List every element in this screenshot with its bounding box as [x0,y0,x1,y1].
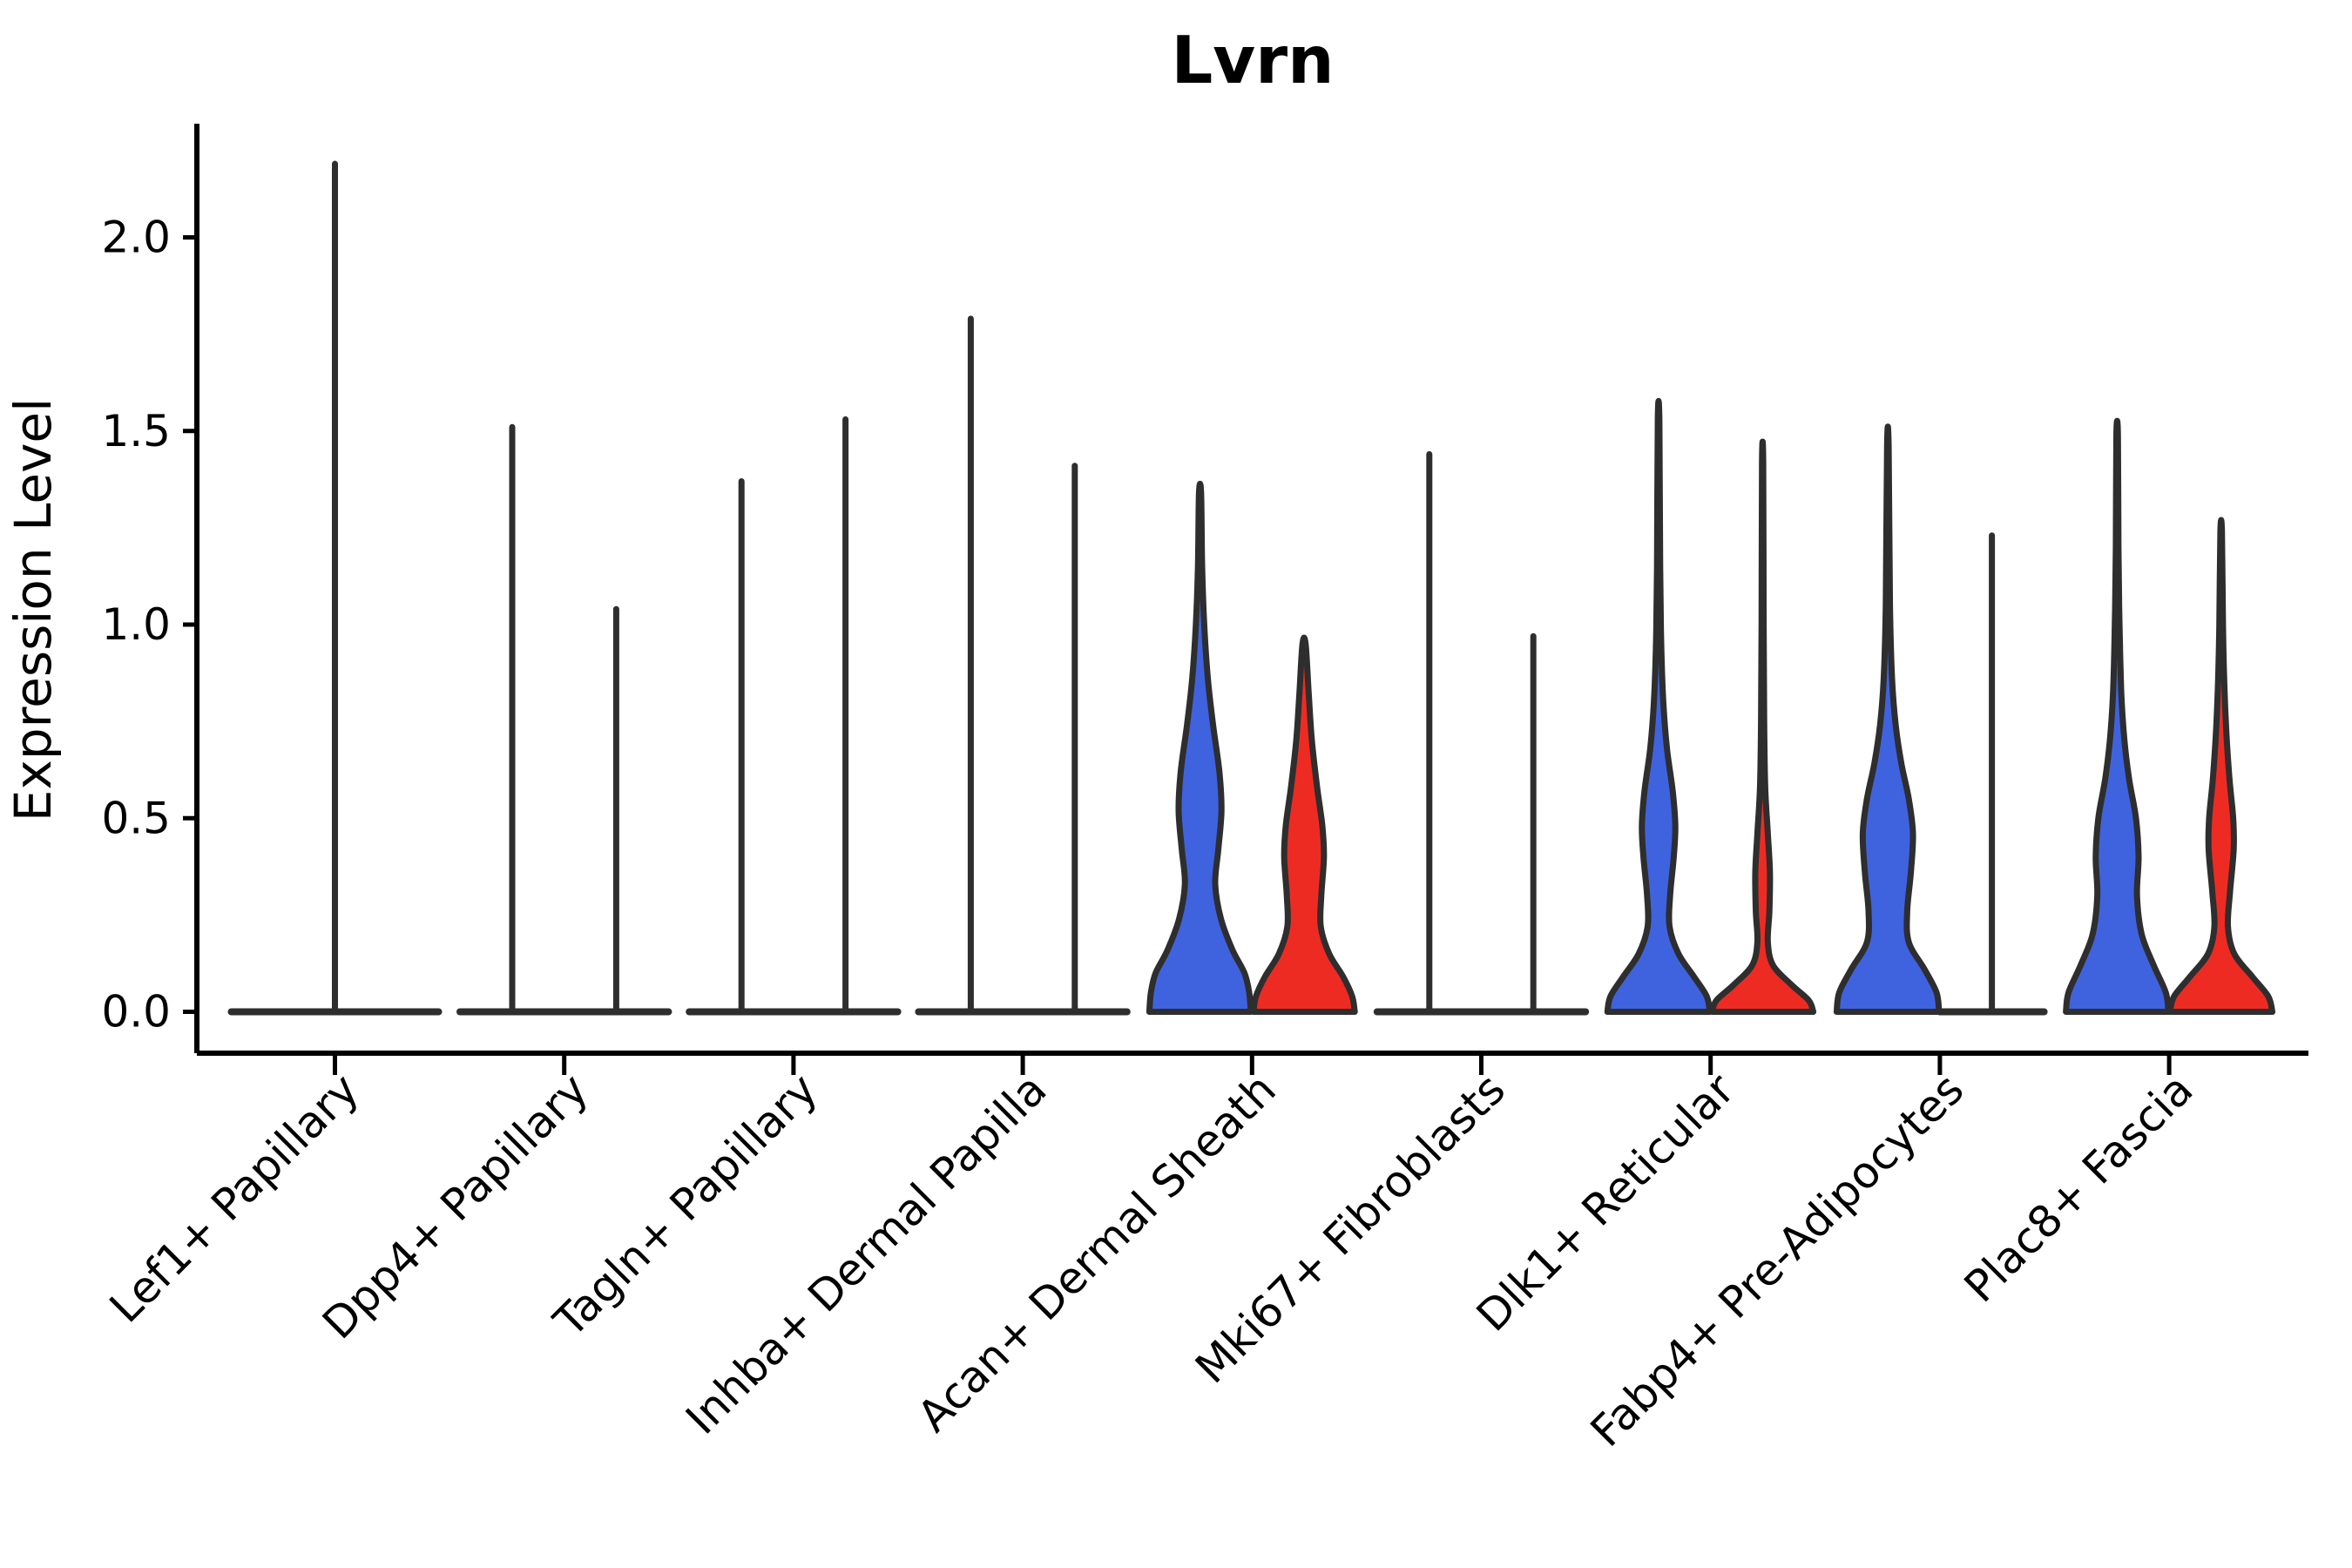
x-tick-label: Fabp4+ Pre-Adipocytes [1581,1064,1974,1456]
x-tick-label: Plac8+ Fascia [1955,1064,2203,1312]
violins-layer [227,160,2276,1016]
y-tick-label: 0.5 [101,793,171,843]
violin-Dlk1-blue [1604,397,1713,1015]
violin-Fabp4-blue [1833,423,1943,1015]
chart-title: Lvrn [1171,22,1334,98]
violin-Dlk1-red [1708,438,1817,1015]
y-axis-label: Expression Level [3,398,63,821]
y-tick-label: 1.0 [101,599,171,650]
y-tick-label: 2.0 [101,213,171,263]
violin-Acan-red [1250,634,1358,1015]
x-tick-label: Lef1+ Papillary [100,1064,368,1332]
violin-Acan-blue [1146,480,1254,1015]
violin-Plac8-blue [2063,417,2172,1015]
y-tick-label: 1.5 [101,406,171,456]
y-tick-label: 0.0 [101,987,171,1037]
violin-Plac8-red [2166,517,2276,1015]
